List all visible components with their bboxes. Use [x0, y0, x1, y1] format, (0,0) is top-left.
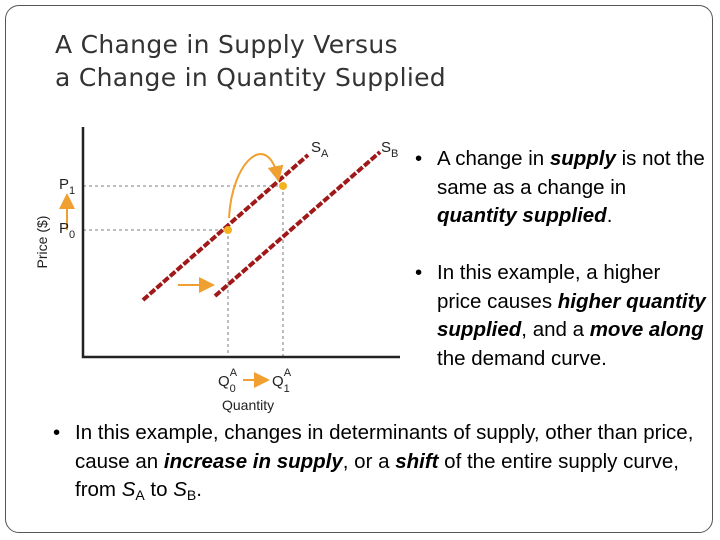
bullet: • A change in supply is not the same as a… — [415, 147, 705, 227]
point — [224, 226, 232, 234]
text: . — [606, 204, 613, 227]
arrows — [59, 153, 284, 388]
emphasis: increase in supply — [163, 449, 343, 473]
title-line: A Change in Supply Versus — [55, 30, 398, 59]
text: , and a — [521, 318, 590, 341]
emphasis: move along — [589, 318, 704, 341]
emphasis: higher quantity supplied — [437, 289, 706, 342]
text: A change in — [437, 147, 550, 170]
subscript: B — [186, 487, 197, 503]
bullet: • In this example, a higher price causes … — [415, 261, 706, 370]
bullet: • In this example, changes in determinant… — [53, 421, 694, 503]
title-line: a Change in Quantity Supplied — [55, 63, 446, 92]
text: . — [196, 478, 202, 501]
q0-label: Q0A — [218, 367, 238, 395]
y-axis-label: Price ($) — [34, 216, 50, 269]
text: In this example, changes in determinants… — [75, 421, 694, 473]
p0-label: P0 — [59, 220, 75, 241]
axes — [81, 127, 400, 359]
x-axis-label: Quantity — [222, 397, 274, 413]
emphasis: shift — [395, 449, 439, 473]
point — [279, 182, 287, 190]
guide-lines — [83, 185, 284, 357]
p1-label: P1 — [59, 176, 75, 197]
text: S — [121, 478, 136, 501]
text: the demand curve. — [437, 346, 607, 370]
text: is not the same as a change in — [437, 147, 705, 199]
emphasis: supply — [549, 147, 616, 170]
slide — [5, 5, 713, 533]
text: In this example, a higher price causes — [437, 261, 661, 313]
supply-curve-b — [213, 150, 382, 298]
sa-label: SA — [311, 139, 329, 160]
sb-label: SB — [381, 139, 398, 160]
q1-label: Q1A — [272, 367, 292, 395]
emphasis: quantity supplied — [437, 204, 607, 227]
subscript: A — [135, 487, 145, 503]
text: to — [144, 478, 174, 501]
text: S — [173, 478, 187, 501]
text: of the entire supply curve, from — [75, 449, 679, 502]
text: , or a — [342, 449, 396, 473]
